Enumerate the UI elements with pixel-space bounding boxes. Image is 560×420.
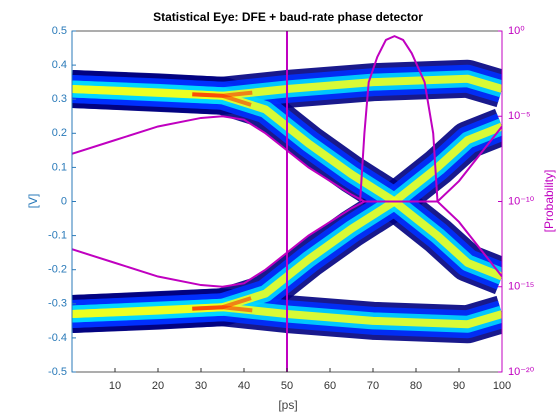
x-tick-label: 40	[238, 380, 250, 392]
y-tick-label: -0.4	[48, 332, 67, 344]
y-tick-label: 0.5	[52, 25, 67, 37]
y-tick-label: 0.1	[52, 161, 67, 173]
x-tick-label: 100	[493, 380, 511, 392]
y2-tick-label: 10⁻²⁰	[508, 366, 535, 378]
y2-tick-label: 10⁻¹⁰	[508, 195, 535, 207]
y-tick-label: 0.3	[52, 93, 67, 105]
x-tick-label: 20	[152, 380, 164, 392]
x-tick-label: 90	[453, 380, 465, 392]
y2-tick-label: 10⁻⁵	[508, 110, 531, 122]
x-tick-label: 10	[109, 380, 121, 392]
y-tick-label: -0.3	[48, 298, 67, 310]
y-axis-label: [V]	[26, 194, 40, 209]
bathtub-curve	[359, 35, 439, 202]
y-tick-label: -0.2	[48, 264, 67, 276]
y2-tick-label: 10⁻¹⁵	[508, 281, 534, 293]
eye-contour	[72, 125, 502, 288]
x-tick-label: 50	[281, 380, 293, 392]
x-tick-label: 30	[195, 380, 207, 392]
y-tick-label: -0.5	[48, 366, 67, 378]
x-tick-label: 60	[324, 380, 336, 392]
density-trace	[72, 124, 502, 317]
y-tick-label: -0.1	[48, 230, 67, 242]
density-trace	[72, 86, 502, 279]
y-tick-label: 0	[61, 195, 67, 207]
y2-tick-label: 10⁰	[508, 25, 525, 37]
x-axis-label: [ps]	[278, 398, 297, 412]
eye-contour	[72, 115, 502, 278]
x-tick-label: 80	[410, 380, 422, 392]
x-tick-label: 70	[367, 380, 379, 392]
y-tick-label: 0.4	[52, 59, 67, 71]
chart-title: Statistical Eye: DFE + baud-rate phase d…	[153, 10, 423, 24]
y-tick-label: 0.2	[52, 127, 67, 139]
y2-axis-label: [Probability]	[542, 170, 556, 233]
